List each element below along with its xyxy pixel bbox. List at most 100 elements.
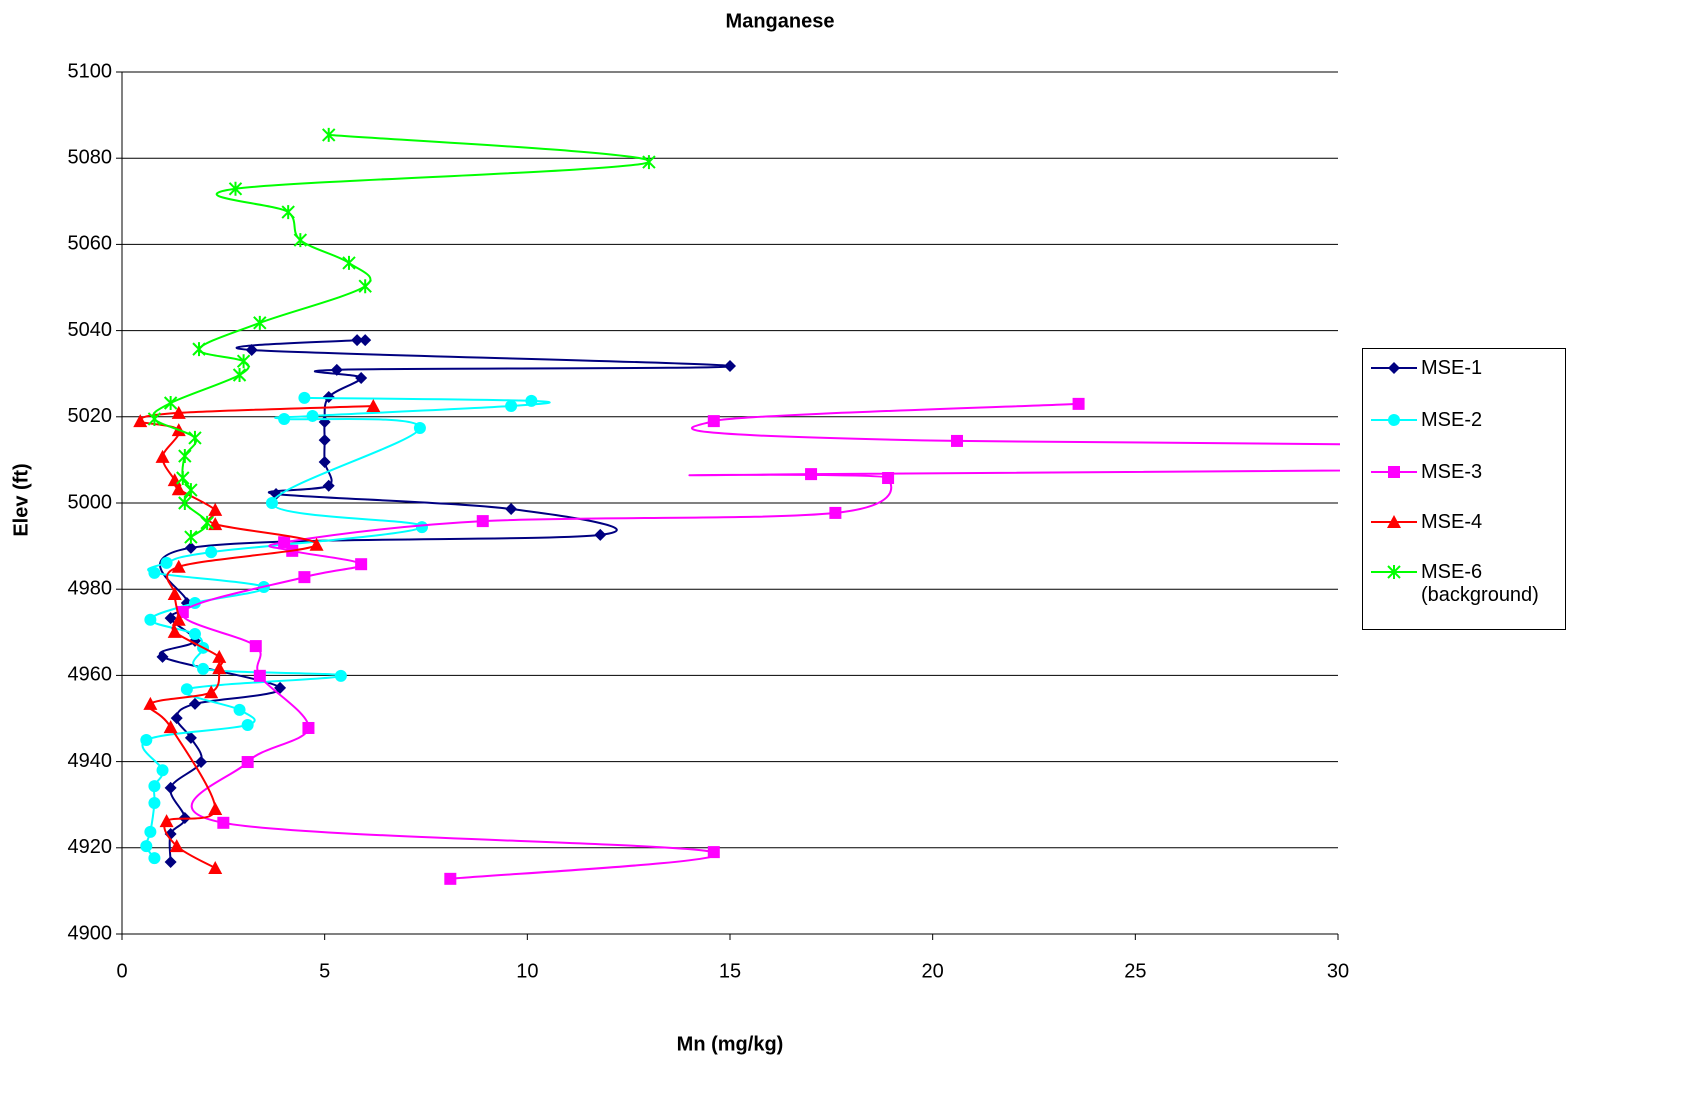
marker	[205, 546, 218, 559]
marker	[241, 718, 254, 731]
marker	[882, 472, 895, 485]
x-tick-label: 25	[1124, 960, 1146, 982]
y-axis-label: Elev (ft)	[10, 463, 32, 536]
marker	[163, 396, 178, 411]
marker	[707, 415, 720, 428]
legend-item: MSE-2	[1369, 409, 1561, 432]
marker	[188, 430, 202, 445]
marker	[155, 449, 170, 463]
marker	[270, 487, 283, 500]
marker	[195, 756, 208, 769]
marker	[355, 372, 368, 385]
marker	[1072, 397, 1085, 410]
marker	[208, 861, 223, 875]
marker	[265, 497, 278, 509]
marker	[950, 434, 963, 447]
marker	[167, 624, 182, 638]
x-tick-label: 0	[116, 960, 127, 982]
marker	[148, 566, 161, 579]
marker	[253, 315, 267, 330]
marker	[642, 155, 656, 170]
marker	[200, 515, 214, 530]
marker	[505, 400, 518, 413]
marker	[133, 414, 148, 428]
marker	[342, 255, 356, 270]
marker	[156, 764, 169, 777]
x-axis-label: Mn (mg/kg)	[677, 1033, 784, 1055]
series-line	[139, 405, 374, 869]
marker	[217, 816, 230, 829]
y-tick-label: 5020	[68, 405, 113, 427]
marker	[233, 703, 246, 716]
marker	[281, 205, 295, 220]
marker	[212, 649, 227, 663]
marker	[171, 482, 186, 496]
marker	[164, 612, 177, 625]
marker	[192, 342, 206, 357]
marker	[293, 233, 308, 248]
legend-swatch	[1371, 414, 1417, 426]
marker	[302, 721, 315, 734]
marker	[140, 734, 153, 747]
marker	[358, 279, 372, 294]
marker	[160, 556, 173, 569]
legend-label: MSE-3	[1421, 461, 1483, 483]
marker	[180, 683, 193, 696]
y-tick-label: 4980	[68, 577, 113, 599]
marker	[415, 521, 428, 534]
legend-label: MSE-1	[1421, 357, 1483, 379]
marker	[184, 731, 197, 744]
legend: MSE-1 MSE-2 MSE-3 MSE-4 MSE-6 (background)	[1362, 348, 1566, 630]
marker	[805, 468, 818, 481]
series-line	[141, 396, 551, 859]
marker	[164, 856, 177, 869]
marker	[147, 411, 162, 426]
marker	[188, 697, 201, 710]
y-tick-label: 4960	[68, 664, 113, 686]
marker	[476, 515, 489, 528]
legend-item: MSE-1	[1369, 357, 1561, 380]
marker	[208, 802, 223, 816]
x-tick-label: 15	[719, 960, 741, 982]
series-line	[158, 338, 732, 863]
marker	[366, 399, 381, 413]
marker	[413, 422, 426, 435]
marker	[144, 825, 157, 838]
marker	[148, 852, 161, 865]
marker	[322, 390, 335, 403]
marker	[505, 503, 518, 516]
marker	[278, 412, 291, 425]
marker	[1388, 414, 1400, 426]
marker	[322, 479, 335, 492]
plot-area	[133, 127, 1340, 885]
marker	[140, 840, 153, 853]
marker	[298, 571, 311, 584]
marker	[212, 661, 227, 675]
marker	[148, 796, 161, 809]
marker	[594, 528, 607, 541]
series-line	[152, 133, 650, 538]
marker	[232, 367, 247, 382]
marker	[322, 127, 336, 142]
marker	[724, 359, 736, 372]
marker	[444, 872, 457, 885]
legend-label: MSE-2	[1421, 409, 1483, 431]
marker	[351, 334, 364, 347]
marker	[171, 405, 186, 419]
marker	[309, 537, 324, 551]
marker	[144, 613, 157, 626]
marker	[184, 541, 197, 554]
legend-item: MSE-3	[1369, 461, 1561, 484]
marker	[184, 483, 198, 498]
marker	[143, 696, 158, 710]
marker	[163, 720, 178, 734]
y-tick-label: 5040	[68, 319, 113, 341]
marker	[298, 391, 311, 404]
marker	[707, 846, 720, 859]
y-tick-label: 5100	[68, 60, 113, 82]
marker	[253, 669, 266, 682]
marker	[334, 669, 347, 682]
marker	[204, 685, 219, 699]
legend-swatch	[1371, 565, 1417, 579]
